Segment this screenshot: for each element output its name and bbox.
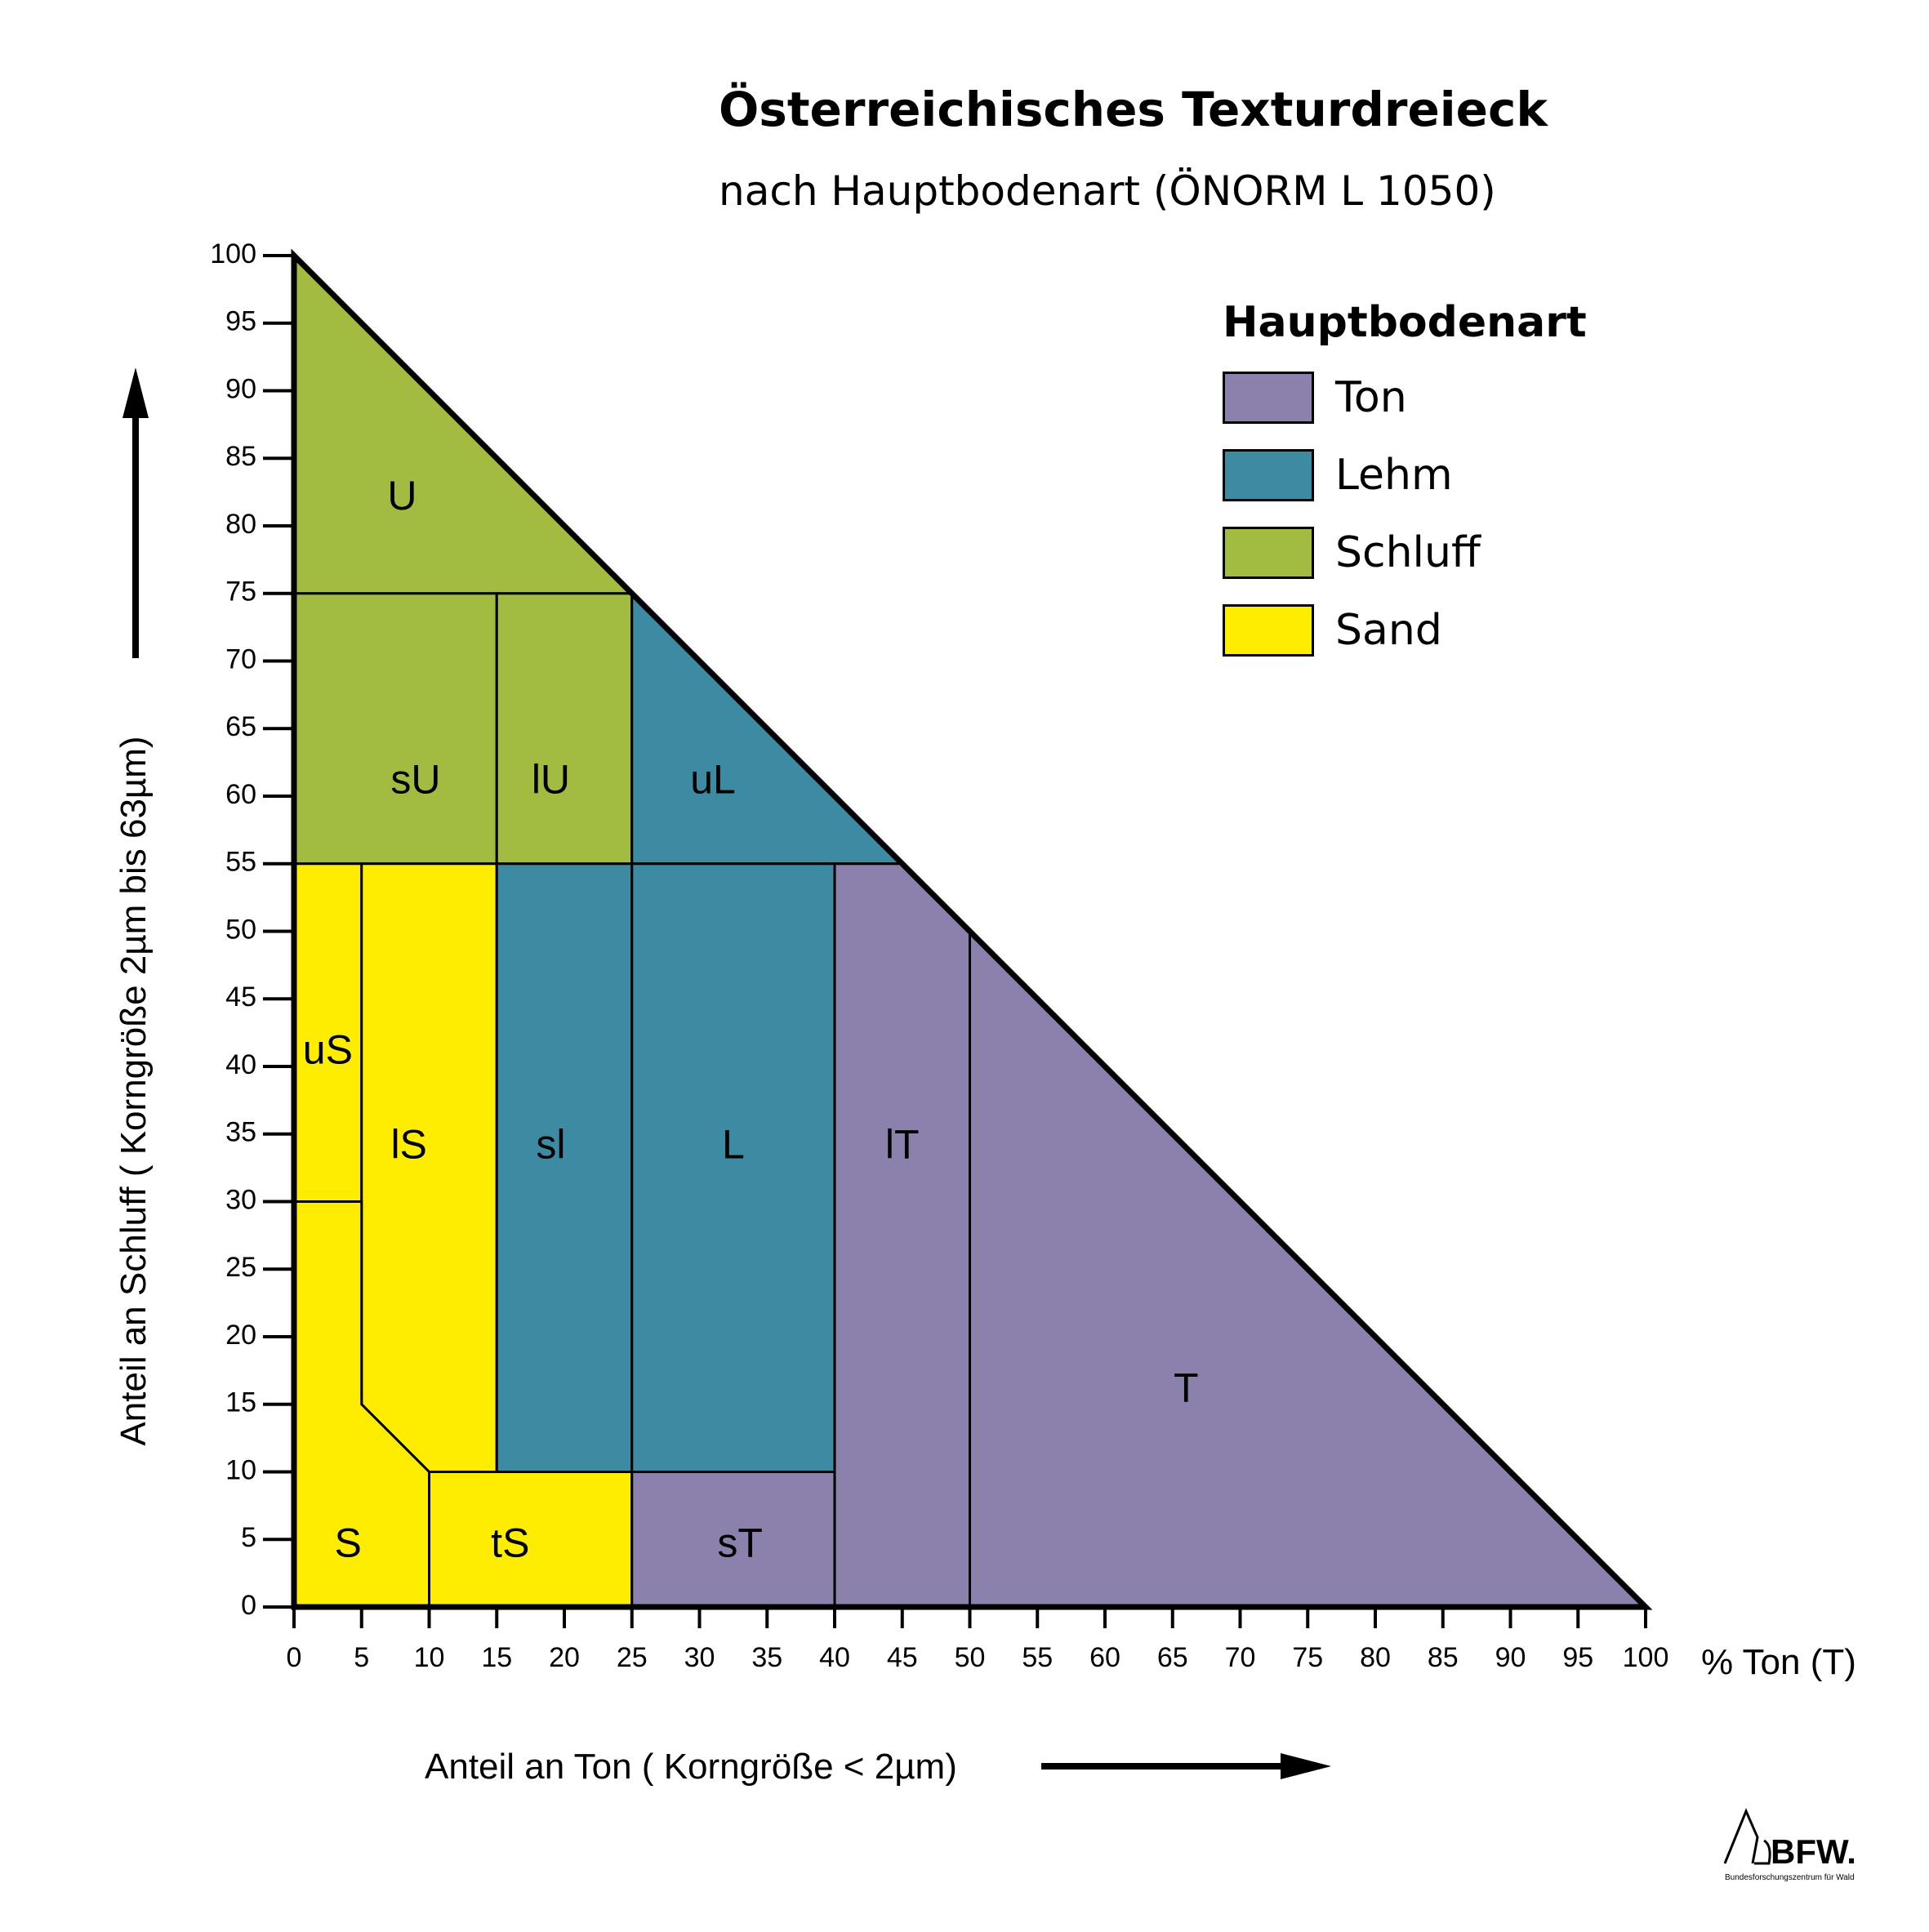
svg-text:Bundesforschungszentrum für Wa: Bundesforschungszentrum für Wald [1725,1873,1855,1882]
bfw-logo: BFW. Bundesforschungszentrum für Wald [1723,1808,1856,1882]
region-label-sU: sU [390,757,440,803]
region-label-sl: sl [536,1122,565,1168]
x-axis-arrow-head [1281,1753,1331,1779]
region-label-S: S [335,1520,362,1566]
legend-item-lehm: Lehm [1223,447,1453,503]
x-unit-label: % Ton (T) [1701,1642,1856,1682]
legend-label: Ton [1335,373,1407,422]
x-tick-label: 65 [1157,1642,1188,1673]
region-label-lT: lT [885,1122,920,1168]
region-lS [360,862,498,1473]
legend-label: Schluff [1335,528,1481,577]
region-label-sT: sT [717,1520,763,1566]
region-label-lS: lS [390,1122,426,1168]
y-tick-label: 15 [225,1387,256,1418]
y-tick-label: 80 [225,509,256,540]
y-axis-title: Anteil an Schluff ( Korngröße 2µm bis 63… [114,736,154,1445]
y-tick-label: 60 [225,779,256,810]
region-sU [292,592,498,866]
x-tick-label: 5 [354,1642,369,1673]
x-tick-label: 10 [414,1642,445,1673]
x-tick-label: 30 [684,1642,715,1673]
x-tick-label: 100 [1623,1642,1669,1673]
axis-arrows [123,367,1331,1779]
y-tick-label: 70 [225,643,256,674]
x-tick-label: 75 [1292,1642,1323,1673]
x-tick-label: 25 [617,1642,648,1673]
svg-text:BFW.: BFW. [1771,1832,1856,1871]
y-tick-label: 0 [241,1590,256,1621]
region-tS [428,1471,634,1609]
page-subtitle: nach Hauptbodenart (ÖNORM L 1050) [719,167,1496,215]
y-tick-label: 35 [225,1117,256,1148]
legend-label: Sand [1335,606,1442,655]
x-tick-label: 80 [1360,1642,1391,1673]
y-tick-label: 95 [225,306,256,337]
region-label-tS: tS [491,1520,529,1566]
x-tick-label: 35 [751,1642,782,1673]
region-lU [495,592,634,866]
x-tick-label: 45 [887,1642,918,1673]
region-label-U: U [387,473,417,519]
y-tick-label: 20 [225,1320,256,1351]
y-tick-label: 5 [241,1522,256,1553]
x-tick-label: 0 [287,1642,302,1673]
y-tick-label: 45 [225,982,256,1013]
x-tick-label: 50 [955,1642,986,1673]
x-tick-label: 40 [819,1642,850,1673]
legend-swatch-ton [1223,372,1314,424]
x-axis-title: Anteil an Ton ( Korngröße < 2µm) [425,1747,957,1787]
y-tick-label: 10 [225,1454,256,1485]
x-tick-label: 95 [1562,1642,1593,1673]
x-tick-label: 15 [481,1642,512,1673]
y-tick-label: 75 [225,576,256,608]
region-label-T: T [1174,1364,1199,1410]
x-tick-label: 90 [1495,1642,1526,1673]
axes-layer: 0 5 10 15 20 25 30 35 40 45 50 55 60 65 70 75 80 85 90 95 10… [210,238,1668,1673]
y-axis-arrow-head [123,367,149,418]
y-tick-label: 50 [225,914,256,945]
legend-swatch-lehm [1223,449,1314,501]
region-lT [833,862,971,1609]
x-tick-label: 60 [1089,1642,1120,1673]
y-tick-label: 25 [225,1252,256,1283]
y-tick-label: 40 [225,1049,256,1080]
region-label-uS: uS [303,1027,353,1073]
legend-item-schluff: Schluff [1223,525,1481,581]
y-tick-label: 85 [225,441,256,472]
y-tick-label: 55 [225,847,256,878]
legend-swatch-schluff [1223,527,1314,579]
x-tick-label: 85 [1428,1642,1459,1673]
x-tick-label: 55 [1022,1642,1053,1673]
legend-label: Lehm [1335,451,1453,500]
region-label-L: L [722,1122,745,1168]
y-tick-label: 100 [210,238,256,269]
page-title: Österreichisches Texturdreieck [719,82,1548,137]
y-tick-label: 65 [225,711,256,742]
region-label-uL: uL [690,757,736,803]
region-label-lU: lU [532,757,570,803]
y-tick-label: 90 [225,373,256,404]
legend-item-sand: Sand [1223,603,1442,658]
legend-swatch-sand [1223,604,1314,657]
legend-item-ton: Ton [1223,370,1407,425]
legend-title: Hauptbodenart [1223,298,1587,347]
y-tick-label: 30 [225,1184,256,1215]
x-tick-label: 70 [1225,1642,1256,1673]
region-sl [495,862,634,1473]
x-tick-label: 20 [549,1642,580,1673]
region-L [630,862,836,1473]
region-labels-layer: UsU lU uL uS lS S tS sl LsT lT T [303,473,1199,1566]
